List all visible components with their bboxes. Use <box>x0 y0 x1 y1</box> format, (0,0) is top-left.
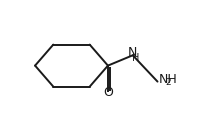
Text: 2: 2 <box>165 78 171 87</box>
Text: N: N <box>127 46 137 59</box>
Text: NH: NH <box>158 72 177 85</box>
Text: H: H <box>132 53 140 63</box>
Text: O: O <box>103 86 113 99</box>
